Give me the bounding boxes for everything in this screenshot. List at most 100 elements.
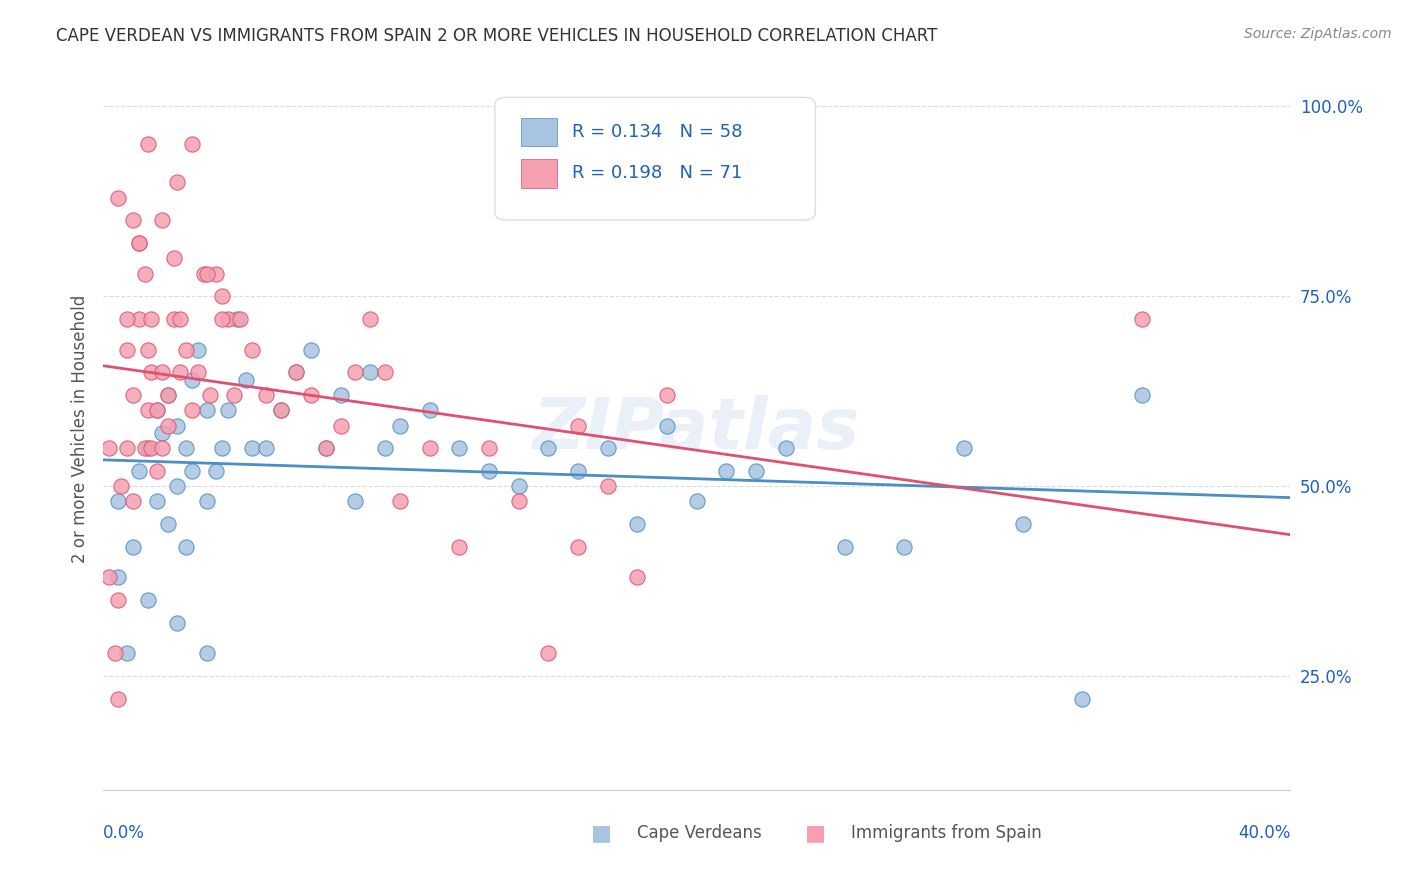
Point [775,442,797,456]
Point [128,236,150,251]
Point [152,365,174,379]
Point [157,388,180,402]
Point [626,517,648,532]
Point [107,494,129,508]
Point [195,403,218,417]
Point [567,540,589,554]
Point [121,388,143,402]
Text: 40.0%: 40.0% [1237,824,1291,842]
Point [187,343,209,357]
Point [128,312,150,326]
Point [157,418,180,433]
Point [419,442,441,456]
Point [166,615,188,630]
Point [136,593,159,607]
Point [195,267,218,281]
Point [1130,312,1153,326]
Point [181,137,204,152]
Point [449,442,471,456]
Point [225,312,247,326]
Point [211,289,233,303]
Point [240,442,263,456]
Point [166,418,188,433]
Point [98,442,121,456]
Text: 0.0%: 0.0% [103,824,145,842]
Point [388,494,411,508]
Point [107,570,129,584]
Point [217,403,239,417]
FancyBboxPatch shape [495,97,815,220]
Point [115,312,138,326]
Point [205,267,228,281]
Point [169,365,191,379]
Point [596,479,619,493]
Point [228,312,250,326]
Point [374,365,396,379]
Point [315,442,337,456]
Point [198,388,221,402]
Text: Cape Verdeans: Cape Verdeans [637,824,762,842]
Point [285,365,308,379]
Point [211,442,233,456]
Point [359,365,381,379]
Point [270,403,292,417]
Point [181,464,204,478]
Point [211,312,233,326]
Point [388,418,411,433]
Point [285,365,308,379]
Point [181,403,204,417]
Point [121,494,143,508]
Point [107,593,129,607]
Point [134,267,156,281]
Point [716,464,738,478]
Point [1012,517,1035,532]
Point [205,464,228,478]
Point [174,442,197,456]
Y-axis label: 2 or more Vehicles in Household: 2 or more Vehicles in Household [72,295,89,564]
Point [115,442,138,456]
Point [478,442,501,456]
Point [121,540,143,554]
Point [157,517,180,532]
Text: R = 0.198   N = 71: R = 0.198 N = 71 [572,164,742,182]
Point [163,252,186,266]
Point [359,312,381,326]
Point [329,388,352,402]
Point [655,388,678,402]
Point [1071,692,1094,706]
Point [344,494,367,508]
Point [152,213,174,227]
Point [166,479,188,493]
Point [655,418,678,433]
Text: Immigrants from Spain: Immigrants from Spain [851,824,1042,842]
FancyBboxPatch shape [522,159,557,187]
Point [107,692,129,706]
Point [169,312,191,326]
Point [139,365,162,379]
Point [626,570,648,584]
Point [145,464,167,478]
Point [745,464,768,478]
Point [270,403,292,417]
Point [235,373,257,387]
Point [299,343,322,357]
Text: Source: ZipAtlas.com: Source: ZipAtlas.com [1244,27,1392,41]
Point [315,442,337,456]
Point [107,191,129,205]
Point [685,494,707,508]
Point [115,343,138,357]
Point [374,442,396,456]
Point [136,442,159,456]
Point [893,540,915,554]
Point [104,646,127,660]
Point [222,388,245,402]
Point [136,343,159,357]
Point [166,176,188,190]
Point [152,442,174,456]
Point [596,442,619,456]
Point [299,388,322,402]
Point [136,403,159,417]
Point [115,646,138,660]
Point [329,418,352,433]
Point [419,403,441,417]
